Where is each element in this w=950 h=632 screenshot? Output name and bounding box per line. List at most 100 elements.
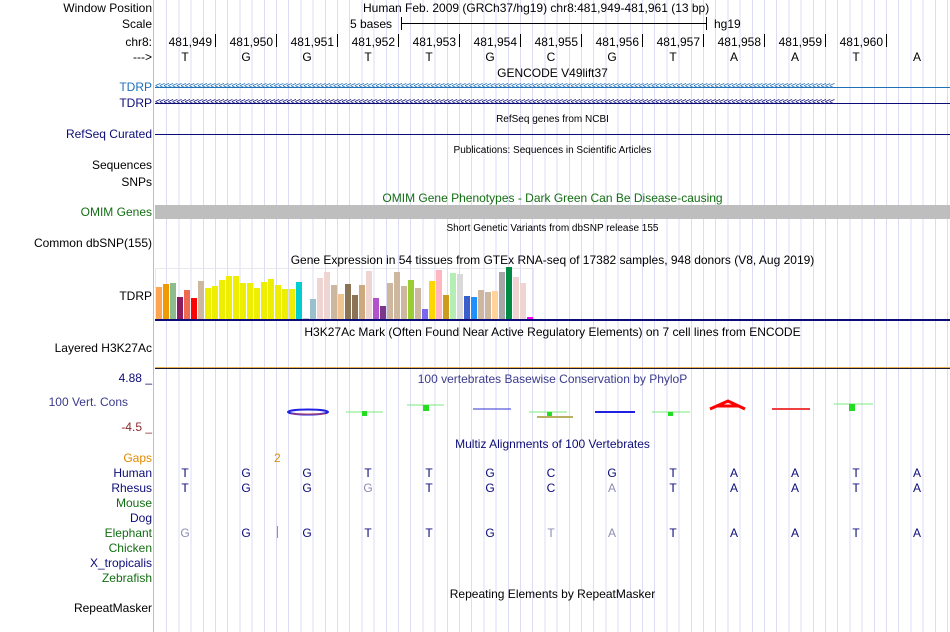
phylop-label[interactable]: 100 Vert. Cons [48, 395, 128, 409]
ruler-tick [886, 34, 887, 47]
gtex-bar [506, 267, 512, 319]
gtex-bar [520, 283, 526, 319]
gtex-bar [289, 289, 295, 319]
aligned-base: C [546, 466, 556, 480]
gtex-bar [261, 282, 267, 319]
species-label-x_tropicalis[interactable]: X_tropicalis [89, 556, 152, 570]
aligned-base: G [241, 481, 251, 495]
refseq-gene-line[interactable] [155, 134, 950, 135]
gtex-bar [310, 299, 316, 319]
ruler-position: 481,959 [778, 35, 822, 49]
ruler-tick [764, 34, 765, 47]
aligned-base: G [485, 466, 495, 480]
ruler-position: 481,952 [351, 35, 395, 49]
gtex-baseline [155, 319, 950, 321]
scale-label: Scale [121, 17, 152, 31]
gtex-bar [387, 283, 393, 319]
species-label-dog[interactable]: Dog [129, 511, 152, 525]
ruler-tick [825, 34, 826, 47]
dbsnp-label[interactable]: Common dbSNP(155) [33, 236, 152, 250]
gtex-bar [240, 283, 246, 319]
species-label-rhesus[interactable]: Rhesus [111, 481, 152, 495]
aligned-base: T [181, 466, 189, 480]
gtex-title: Gene Expression in 54 tissues from GTEx … [290, 253, 815, 267]
snps-label[interactable]: SNPs [121, 175, 152, 189]
ruler-position: 481,956 [595, 35, 639, 49]
repeatmasker-label[interactable]: RepeatMasker [73, 601, 152, 615]
reference-base: A [729, 50, 738, 64]
species-label-chicken[interactable]: Chicken [108, 541, 152, 555]
gtex-bar [233, 276, 239, 319]
reference-base: G [485, 50, 495, 64]
gtex-bar [485, 292, 491, 319]
aligned-base: G [302, 481, 312, 495]
scale-text: 5 bases [350, 17, 393, 31]
gtex-bar [275, 285, 281, 319]
multiz-title: Multiz Alignments of 100 Vertebrates [455, 437, 650, 451]
species-label-elephant[interactable]: Elephant [104, 526, 152, 540]
scale-bar [401, 23, 707, 24]
ruler-tick [337, 34, 338, 47]
ruler-tick [276, 34, 277, 47]
aligned-base: T [181, 481, 189, 495]
omim-label[interactable]: OMIM Genes [80, 205, 152, 219]
reference-base: G [607, 50, 617, 64]
omim-title: OMIM Gene Phenotypes - Dark Green Can Be… [382, 191, 723, 205]
reference-base: T [364, 50, 372, 64]
reference-base: A [790, 50, 799, 64]
h3k27ac-label[interactable]: Layered H3K27Ac [54, 341, 152, 355]
gene-model-tdrp[interactable]: <<<<<<<<<<<<<<<<<<<<<<<<<<<<<<<<<<<<<<<<… [155, 82, 950, 92]
gtex-bar [352, 295, 358, 319]
aligned-base: A [912, 481, 921, 495]
window-position-label: Window Position [63, 1, 152, 15]
gtex-bar [219, 280, 225, 319]
species-label-zebrafish[interactable]: Zebrafish [101, 571, 152, 585]
gtex-bar [296, 282, 302, 319]
aligned-base: G [485, 481, 495, 495]
omim-feature[interactable] [155, 205, 950, 219]
aligned-base: G [363, 481, 373, 495]
aligned-base: G [302, 466, 312, 480]
gtex-bar [513, 277, 519, 319]
species-label-mouse[interactable]: Mouse [115, 496, 152, 510]
ruler-position: 481,960 [839, 35, 883, 49]
ruler-tick [215, 34, 216, 47]
ruler-position: 481,949 [168, 35, 212, 49]
gtex-bar [394, 272, 400, 319]
gtex-label[interactable]: TDRP [119, 289, 152, 303]
aligned-base: G [485, 526, 495, 540]
phylop-signal[interactable] [155, 395, 950, 425]
gtex-chart-frame [155, 268, 534, 320]
ruler-position: 481,950 [229, 35, 273, 49]
gap-count: 2 [274, 451, 281, 465]
refseq-label[interactable]: RefSeq Curated [65, 127, 152, 141]
repeatmasker-title: Repeating Elements by RepeatMasker [449, 587, 656, 601]
reference-base: G [302, 50, 312, 64]
ruler-tick [459, 34, 460, 47]
publications-label[interactable]: Sequences [91, 158, 152, 172]
aligned-base: T [669, 466, 677, 480]
ruler-position: 481,953 [412, 35, 456, 49]
h3k27ac-baseline [155, 368, 950, 369]
gtex-bar [212, 286, 218, 319]
gtex-bar [170, 283, 176, 319]
gtex-bar [205, 288, 211, 319]
ruler-position: 481,958 [717, 35, 761, 49]
species-label-human[interactable]: Human [113, 466, 152, 480]
gaps-label[interactable]: Gaps [123, 451, 152, 465]
gtex-bar [492, 291, 498, 319]
aligned-base: T [425, 481, 433, 495]
gtex-bar [471, 297, 477, 319]
phylop-title: 100 vertebrates Basewise Conservation by… [417, 372, 688, 386]
refseq-title: RefSeq genes from NCBI [496, 114, 609, 125]
reference-base: T [852, 50, 860, 64]
gene-model-tdrp[interactable]: <<<<<<<<<<<<<<<<<<<<<<<<<<<<<<<<<<<<<<<<… [155, 98, 950, 108]
gtex-bar [184, 290, 190, 319]
gencode-gene-label[interactable]: TDRP [119, 96, 152, 110]
scale-bar-end [706, 17, 707, 30]
aligned-base: G [241, 466, 251, 480]
ruler-tick [642, 34, 643, 47]
phylop-red-mark [709, 399, 746, 411]
gencode-gene-label[interactable]: TDRP [119, 80, 152, 94]
gtex-bar [457, 274, 463, 319]
